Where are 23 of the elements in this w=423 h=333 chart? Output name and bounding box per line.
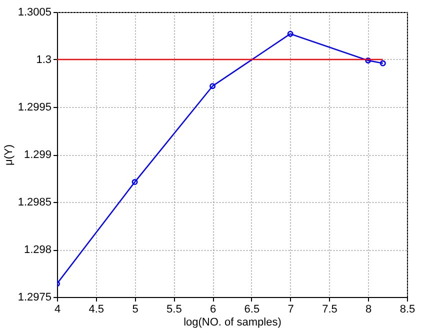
x-tick-label: 8	[366, 304, 372, 316]
y-tick-label: 1.2975	[18, 292, 52, 304]
y-axis-title: μ(Y)	[2, 144, 15, 166]
y-tick-label: 1.299	[24, 149, 52, 161]
point	[287, 30, 294, 37]
point	[210, 83, 216, 90]
x-tick-label: 8.5	[400, 304, 416, 316]
x-tick-label: 5.5	[166, 304, 182, 316]
x-tick-label: 4.5	[88, 304, 104, 316]
x-tick-label: 6	[210, 304, 216, 316]
x-tick-label: 4	[54, 304, 61, 316]
x-axis-title: log(NO. of samples)	[184, 316, 282, 328]
y-tick-label: 1.3005	[18, 6, 52, 18]
x-tick-label: 6.5	[244, 304, 260, 316]
y-tick-label: 1.2985	[18, 196, 52, 208]
point	[132, 179, 138, 186]
x-tick-label: 7.5	[322, 304, 338, 316]
x-tick-label: 7	[288, 304, 294, 316]
x-tick-label: 5	[132, 304, 138, 316]
y-tick-label: 1.3	[36, 54, 52, 66]
y-tick-label: 1.2995	[18, 102, 52, 114]
point	[365, 57, 372, 64]
y-tick-label: 1.298	[24, 244, 52, 256]
